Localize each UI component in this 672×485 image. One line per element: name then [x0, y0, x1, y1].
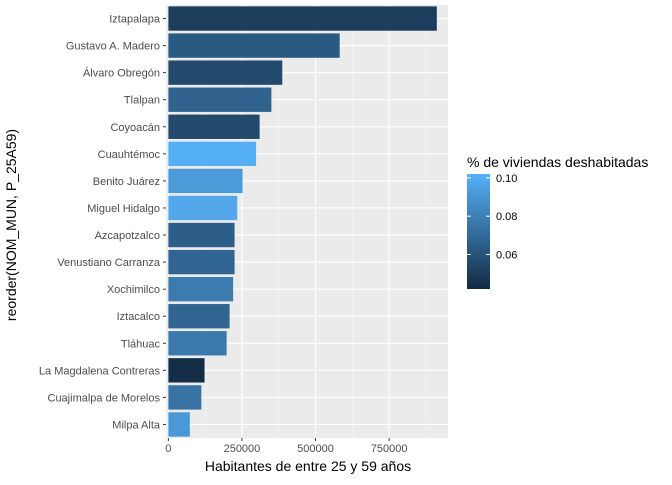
x-tick-label: 750000 — [371, 443, 408, 455]
legend: % de viviendas deshabitadas 0.10 0.08 0.06 — [467, 154, 648, 289]
y-tick-label: Benito Juárez — [93, 176, 160, 188]
bar — [168, 195, 238, 221]
y-tick-label: Miguel Hidalgo — [87, 203, 160, 215]
bar — [168, 331, 227, 356]
bar — [168, 304, 230, 329]
bar — [168, 168, 243, 194]
bar — [168, 385, 202, 410]
bar — [168, 60, 283, 85]
bar — [168, 358, 205, 383]
y-tick-label: Tláhuac — [121, 338, 161, 350]
y-axis-title: reorder(NOM_MUN, P_25A59) — [3, 129, 19, 321]
legend-ticks: 0.10 0.08 0.06 — [467, 173, 517, 262]
bar — [168, 412, 190, 437]
y-tick-label: Venustiano Carranza — [57, 257, 161, 269]
y-tick-label: Azcapotzalco — [95, 230, 160, 242]
bar — [168, 33, 340, 58]
legend-tick-label: 0.06 — [496, 250, 517, 262]
bar — [168, 222, 235, 248]
legend-tick-label: 0.08 — [496, 211, 517, 223]
y-tick-label: Milpa Alta — [112, 419, 161, 431]
bar — [168, 6, 437, 31]
y-tick-label: Iztapalapa — [109, 14, 161, 26]
y-tick-label: Gustavo A. Madero — [66, 41, 160, 53]
bar — [168, 87, 272, 112]
x-axis-ticks: 0 250000 500000 750000 — [165, 438, 407, 455]
y-tick-label: La Magdalena Contreras — [39, 365, 161, 377]
bar — [168, 141, 257, 167]
legend-colorbar — [467, 174, 490, 289]
x-tick-label: 0 — [165, 443, 171, 455]
y-tick-label: Cuajimalpa de Morelos — [48, 392, 161, 404]
bar — [168, 114, 260, 139]
y-tick-label: Tlalpan — [124, 95, 160, 107]
y-tick-label: Cuauhtémoc — [98, 149, 161, 161]
legend-title: % de viviendas deshabitadas — [467, 154, 648, 170]
bar — [168, 249, 235, 275]
x-tick-label: 500000 — [297, 443, 334, 455]
bar — [168, 276, 234, 302]
y-tick-label: Coyoacán — [110, 122, 160, 134]
legend-tick-label: 0.10 — [496, 173, 517, 185]
bars — [168, 6, 437, 437]
x-axis-title: Habitantes de entre 25 y 59 años — [205, 458, 411, 474]
y-tick-label: Iztacalco — [117, 311, 160, 323]
y-axis-ticks: Iztapalapa Gustavo A. Madero Álvaro Obregó… — [39, 14, 166, 431]
y-tick-label: Álvaro Obregón — [83, 67, 160, 80]
x-tick-label: 250000 — [224, 443, 261, 455]
y-tick-label: Xochimilco — [107, 284, 160, 296]
